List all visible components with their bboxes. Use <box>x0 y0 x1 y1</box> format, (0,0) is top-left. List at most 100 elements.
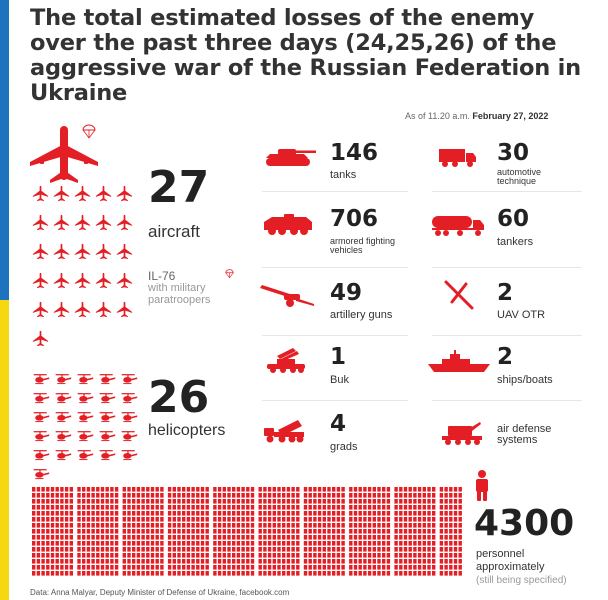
aircraft-count: 27 <box>148 162 210 213</box>
fighter-jet-icon <box>95 243 112 260</box>
helicopter-icon <box>33 469 50 480</box>
fighter-jet-icon <box>53 301 70 318</box>
personnel-figures <box>32 487 462 576</box>
air-defense-icon <box>442 422 482 445</box>
fighter-jet-icon <box>74 243 91 260</box>
fighter-jet-icon <box>95 214 112 231</box>
date-line: As of 11.20 a.m. February 27, 2022 <box>405 111 548 121</box>
helicopter-icon-grid <box>30 372 140 486</box>
fighter-jet-icon <box>74 214 91 231</box>
helicopter-icon <box>33 450 50 461</box>
divider <box>432 335 582 336</box>
truck-icon <box>439 149 476 167</box>
divider <box>262 191 408 192</box>
divider <box>262 267 408 268</box>
helicopter-icon <box>33 412 50 423</box>
afv-value: 706 <box>330 206 379 232</box>
aircraft-label: aircraft <box>148 222 200 241</box>
helicopter-icon <box>99 374 116 385</box>
divider <box>432 267 582 268</box>
artillery-label: artillery guns <box>330 309 393 321</box>
il76-plane-icon <box>30 126 98 183</box>
il76-note: with military paratroopers <box>148 282 211 306</box>
fighter-jet-icon <box>74 272 91 289</box>
personnel-label: personnel approximately <box>476 548 545 573</box>
fighter-jet-icon <box>116 243 133 260</box>
armored-vehicle-icon <box>264 214 312 235</box>
artillery-value: 49 <box>330 280 363 306</box>
divider <box>262 335 408 336</box>
fighter-jet-icon <box>116 214 133 231</box>
personnel-note: (still being specified) <box>476 575 567 586</box>
tanks-label: tanks <box>330 169 357 181</box>
afv-label: armored fighting vehicles <box>330 236 396 255</box>
fighter-jet-icon <box>116 185 133 202</box>
helicopter-icon <box>121 412 138 423</box>
helicopter-icon <box>121 393 138 404</box>
grad-label: grads <box>330 441 358 453</box>
parachute-icon <box>82 124 96 139</box>
air-defense-label: air defense systems <box>497 423 552 446</box>
truck-value: 30 <box>497 140 530 166</box>
helicopter-icon <box>33 393 50 404</box>
buk-launcher-icon <box>267 348 305 373</box>
fighter-jet-icon <box>53 243 70 260</box>
helicopter-icon <box>121 450 138 461</box>
personnel-count: 4300 <box>474 503 575 544</box>
fighter-jet-icon <box>32 214 49 231</box>
tank-icon <box>266 149 316 166</box>
helicopter-icon <box>99 450 116 461</box>
fuel-tanker-icon <box>432 216 484 236</box>
divider <box>262 400 408 401</box>
fighter-jet-icon <box>95 301 112 318</box>
helicopter-icon <box>77 374 94 385</box>
tanker-value: 60 <box>497 206 530 232</box>
fighter-jet-icon <box>116 301 133 318</box>
divider <box>432 400 582 401</box>
flag-blue-stripe <box>0 0 9 300</box>
helicopter-icon <box>99 393 116 404</box>
truck-label: automotive technique <box>497 167 542 186</box>
il76-label: IL-76 <box>148 269 176 283</box>
buk-value: 1 <box>330 344 347 370</box>
helicopter-label: helicopters <box>148 422 226 439</box>
ship-icon <box>428 350 490 372</box>
tanks-value: 146 <box>330 140 379 166</box>
artillery-icon <box>260 285 314 307</box>
grad-value: 4 <box>330 411 347 437</box>
fighter-jet-icon <box>32 243 49 260</box>
fighter-jet-icon <box>95 185 112 202</box>
fighter-jet-icon <box>32 301 49 318</box>
date-prefix: As of 11.20 a.m. <box>405 111 470 121</box>
fighter-jet-icon <box>53 185 70 202</box>
helicopter-icon <box>55 412 72 423</box>
helicopter-icon <box>55 431 72 442</box>
aircraft-icon-grid <box>30 183 140 357</box>
fighter-jet-icon <box>32 185 49 202</box>
fighter-jet-icon <box>74 301 91 318</box>
person-icon <box>476 470 488 501</box>
ship-label: ships/boats <box>497 374 553 386</box>
helicopter-icon <box>77 431 94 442</box>
small-parachute-icon <box>225 269 234 279</box>
fighter-jet-icon <box>95 272 112 289</box>
helicopter-icon <box>121 431 138 442</box>
helicopter-icon <box>121 374 138 385</box>
page-title: The total estimated losses of the enemy … <box>30 5 581 106</box>
helicopter-count: 26 <box>148 372 210 423</box>
fighter-jet-icon <box>53 272 70 289</box>
buk-label: Buk <box>330 374 349 386</box>
fighter-jet-icon <box>53 214 70 231</box>
helicopter-icon <box>99 431 116 442</box>
divider <box>432 191 582 192</box>
helicopter-icon <box>33 374 50 385</box>
fighter-jet-icon <box>32 330 49 347</box>
tanker-label: tankers <box>497 236 534 248</box>
helicopter-icon <box>77 412 94 423</box>
date-value: February 27, 2022 <box>472 111 549 121</box>
helicopter-icon <box>55 374 72 385</box>
uav-value: 2 <box>497 280 514 306</box>
helicopter-icon <box>77 450 94 461</box>
helicopter-icon <box>55 393 72 404</box>
grad-launcher-icon <box>264 420 304 443</box>
